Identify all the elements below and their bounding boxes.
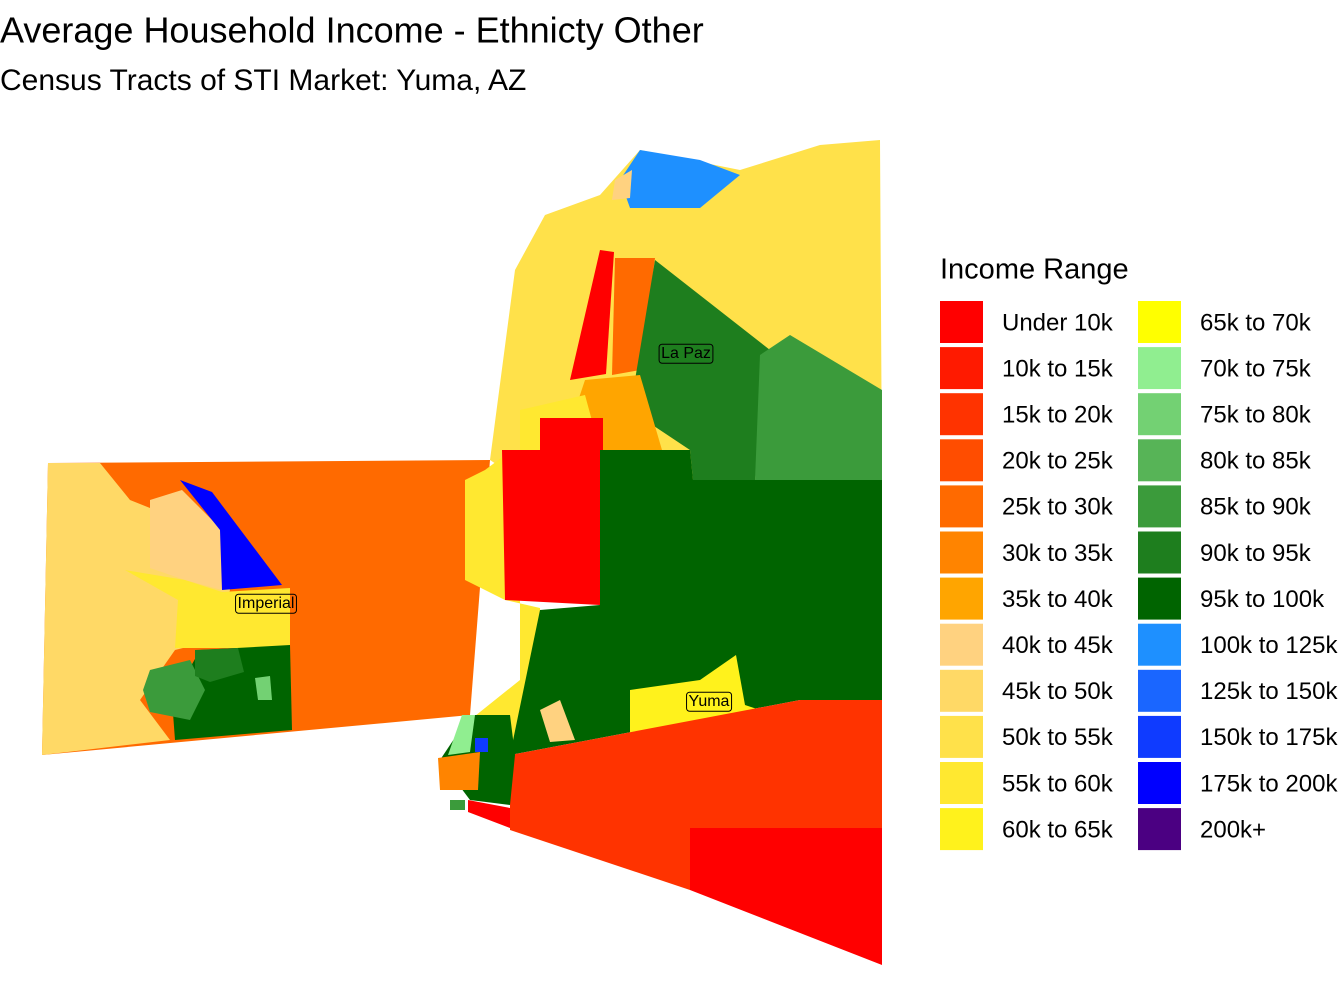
legend-label: 65k to 70k	[1200, 309, 1312, 336]
legend-swatch	[1138, 623, 1181, 666]
tract	[468, 800, 510, 828]
legend-label: 85k to 90k	[1200, 494, 1312, 521]
legend-label: 70k to 75k	[1200, 355, 1312, 382]
tract	[255, 676, 272, 700]
legend-swatch	[1138, 485, 1181, 528]
tract	[540, 700, 575, 742]
legend-swatch	[940, 393, 983, 436]
legend-label: 45k to 50k	[1002, 678, 1114, 705]
legend-label: 60k to 65k	[1002, 816, 1114, 843]
tract	[180, 480, 282, 590]
legend-label: 175k to 200k	[1200, 770, 1338, 797]
legend-swatch	[1138, 347, 1181, 390]
legend-swatch	[940, 762, 983, 804]
tract	[510, 700, 882, 890]
county-label-box	[686, 691, 733, 712]
tract	[630, 260, 770, 480]
tract	[755, 335, 882, 480]
legend-label: 80k to 85k	[1200, 448, 1312, 475]
legend-label: 30k to 35k	[1002, 540, 1114, 567]
legend-label: 200k+	[1200, 816, 1266, 843]
county-label: Imperial	[238, 595, 295, 612]
legend-label: 35k to 40k	[1002, 586, 1114, 613]
county-label-box	[235, 593, 297, 614]
legend-label: Under 10k	[1002, 309, 1114, 336]
tract	[450, 800, 465, 810]
legend-label: 90k to 95k	[1200, 540, 1312, 567]
tract	[620, 150, 740, 208]
legend-label: 20k to 25k	[1002, 448, 1114, 475]
legend-label: 100k to 125k	[1200, 632, 1338, 659]
legend-label: 125k to 150k	[1200, 678, 1338, 705]
tract	[630, 655, 760, 740]
legend-label: 15k to 20k	[1002, 402, 1114, 429]
tract	[448, 715, 475, 755]
legend-swatch	[940, 301, 983, 343]
legend-swatch	[940, 623, 983, 666]
legend-swatch	[940, 347, 983, 390]
legend-swatch	[1138, 715, 1181, 758]
tract	[465, 395, 600, 760]
legend-swatch	[940, 439, 983, 482]
legend-title: Income Range	[940, 254, 1129, 286]
tract	[150, 490, 222, 590]
map	[42, 140, 882, 965]
legend-swatch	[940, 485, 983, 528]
legend-label: 10k to 15k	[1002, 355, 1114, 382]
tract	[438, 752, 480, 790]
legend-swatch	[1138, 393, 1181, 436]
legend-swatch	[940, 531, 983, 574]
tract	[475, 738, 488, 752]
legend-label: 40k to 45k	[1002, 632, 1114, 659]
county-label: Yuma	[689, 693, 730, 710]
subtitle: Census Tracts of STI Market: Yuma, AZ	[0, 64, 526, 97]
legend-swatch	[940, 577, 983, 620]
legend-swatch	[1138, 439, 1181, 482]
legend-label: 150k to 175k	[1200, 724, 1338, 751]
tract	[125, 570, 290, 648]
tract	[195, 648, 244, 682]
legend: Under 10k 10k to 15k 15k to 20k 20k to 25k 2…	[940, 301, 1338, 851]
tract	[690, 828, 882, 965]
tract	[570, 250, 614, 380]
legend-swatch	[940, 669, 983, 712]
legend-swatch	[1138, 762, 1181, 804]
legend-swatch	[940, 808, 983, 851]
legend-swatch	[1138, 669, 1181, 712]
title: Average Household Income - Ethnicty Othe…	[0, 10, 704, 51]
county-label: La Paz	[661, 345, 711, 362]
tract	[502, 418, 603, 605]
legend-label: 55k to 60k	[1002, 770, 1114, 797]
tract	[612, 258, 655, 375]
tract	[510, 450, 882, 755]
legend-swatch	[1138, 808, 1181, 851]
legend-label: 50k to 55k	[1002, 724, 1114, 751]
county-label-box	[658, 343, 714, 364]
legend-label: 95k to 100k	[1200, 586, 1325, 613]
tract	[143, 660, 205, 720]
legend-swatch	[1138, 531, 1181, 574]
tract	[612, 170, 632, 200]
legend-swatch	[1138, 577, 1181, 620]
legend-label: 25k to 30k	[1002, 494, 1114, 521]
legend-label: 75k to 80k	[1200, 402, 1312, 429]
legend-swatch	[940, 715, 983, 758]
legend-swatch	[1138, 301, 1181, 343]
